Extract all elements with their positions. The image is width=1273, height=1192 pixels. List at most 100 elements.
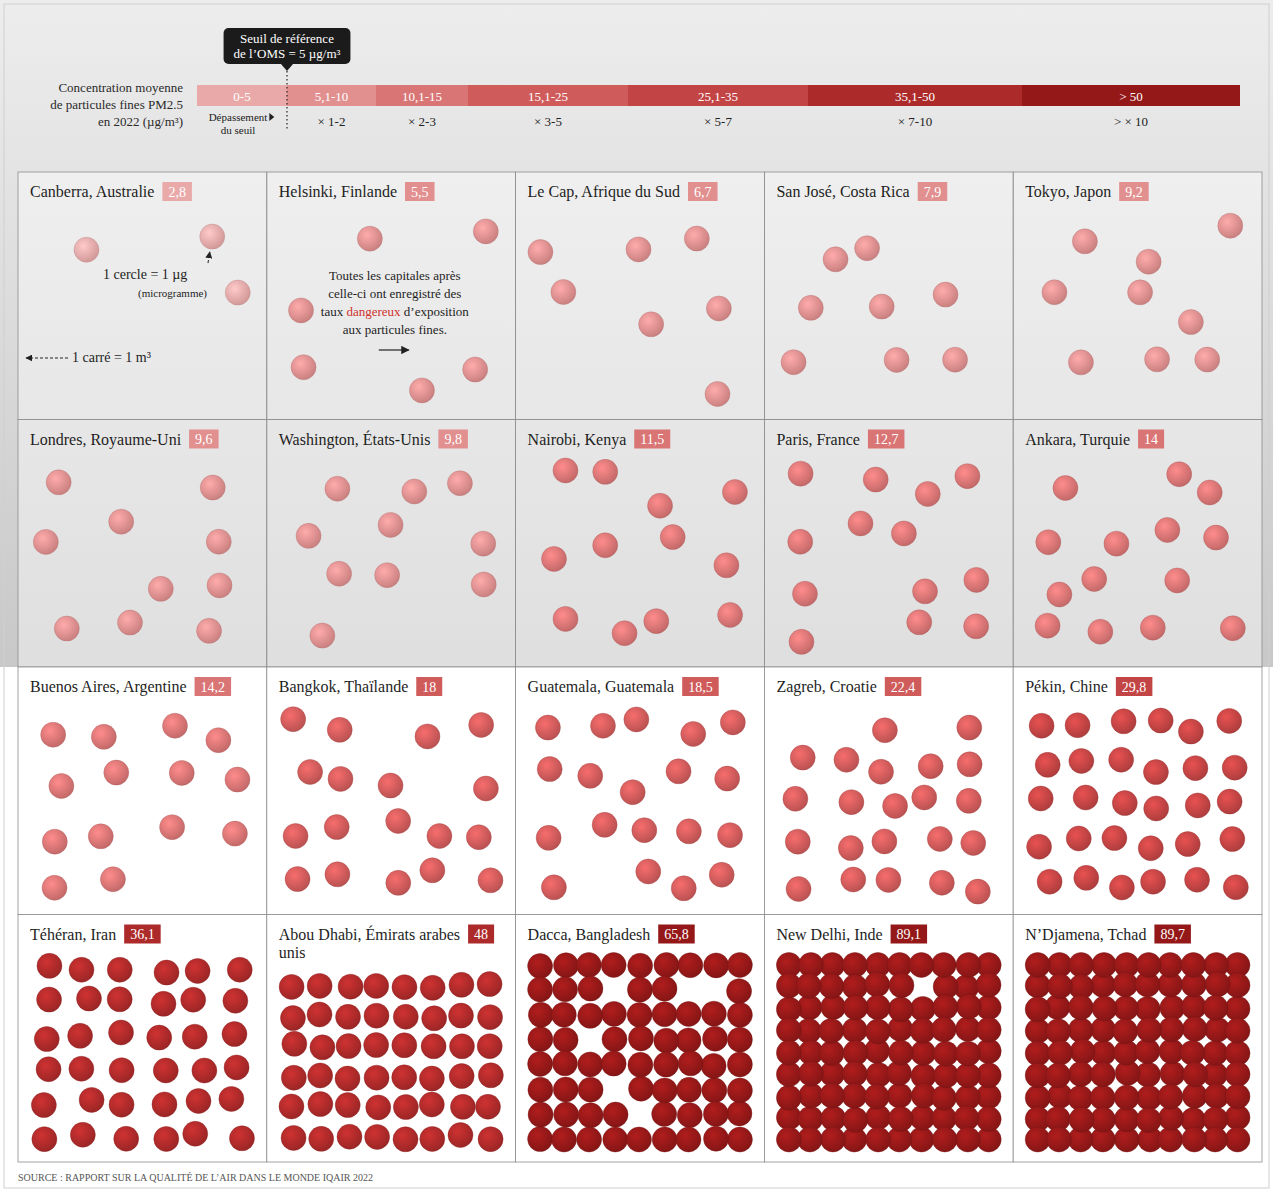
particle	[1225, 1084, 1250, 1109]
particle	[676, 819, 701, 844]
city-name: Pékin, Chine	[1025, 678, 1108, 695]
particle	[869, 759, 894, 784]
particle	[578, 763, 603, 788]
particle	[865, 1019, 890, 1044]
particle	[891, 521, 916, 546]
particle	[628, 1026, 653, 1051]
particle	[1160, 1061, 1185, 1086]
particle	[727, 1127, 752, 1152]
particle	[866, 1127, 891, 1152]
color-scale-segment	[1022, 85, 1240, 106]
particle	[652, 1102, 677, 1127]
particle	[931, 953, 956, 978]
particle	[553, 606, 578, 631]
particle	[701, 1053, 726, 1078]
annotation: Toutes les capitales aprèscelle-ci ont e…	[321, 268, 470, 350]
particle	[1090, 1085, 1115, 1110]
particle	[957, 752, 982, 777]
particle	[976, 1017, 1001, 1042]
particle	[296, 523, 321, 548]
particle	[553, 977, 578, 1002]
particle	[887, 1083, 912, 1108]
particle	[678, 1051, 703, 1076]
particle	[206, 728, 231, 753]
particle	[703, 1026, 728, 1051]
panel-border	[516, 667, 765, 915]
particle	[577, 1127, 602, 1152]
particle	[79, 1087, 104, 1112]
panel-border	[516, 915, 765, 1163]
particle	[554, 953, 579, 978]
particle	[627, 1002, 652, 1027]
particle	[1068, 1062, 1093, 1087]
particle	[603, 1102, 628, 1127]
particle	[471, 531, 496, 556]
particle	[528, 1051, 553, 1076]
particle	[1178, 719, 1203, 744]
value-badge	[189, 430, 219, 449]
particle	[41, 722, 66, 747]
particle	[227, 957, 252, 982]
particle	[185, 958, 210, 983]
panel-border	[516, 172, 765, 420]
particle	[1182, 1016, 1207, 1041]
particle	[386, 870, 411, 895]
particle	[727, 1027, 752, 1052]
particle	[666, 759, 691, 784]
particle	[1025, 997, 1050, 1022]
particle	[888, 997, 913, 1022]
value-label: 29,8	[1122, 680, 1147, 695]
value-label: 5,5	[411, 185, 429, 200]
particle	[1035, 613, 1060, 638]
panel-border	[764, 915, 1013, 1163]
particle	[1048, 1040, 1073, 1065]
particle	[910, 996, 935, 1021]
panel-border	[764, 420, 1013, 668]
particle	[929, 870, 954, 895]
particle	[720, 710, 745, 735]
particle	[601, 953, 626, 978]
particle	[449, 972, 474, 997]
panel: Canberra, Australie2,81 cercle = 1 µg(mi…	[18, 172, 267, 420]
value-badge	[416, 677, 442, 696]
particle	[392, 975, 417, 1000]
particle	[576, 953, 601, 978]
legend-title: Concentration moyennede particules fines…	[50, 80, 183, 129]
particle	[365, 1124, 390, 1149]
particle	[402, 479, 427, 504]
particle	[1159, 1017, 1184, 1042]
threshold-label: de l’OMS = 5 µg/m³	[234, 46, 341, 61]
particle	[420, 1126, 445, 1151]
particle	[1070, 1039, 1095, 1064]
particle	[602, 1027, 627, 1052]
particle	[592, 812, 617, 837]
particle	[776, 1127, 801, 1152]
particle	[114, 1126, 139, 1151]
value-badge	[438, 430, 468, 449]
particle	[590, 713, 615, 738]
particle	[727, 953, 752, 978]
value-label: 18	[422, 680, 436, 695]
particle	[1181, 953, 1206, 978]
value-badge	[405, 182, 435, 201]
particle	[660, 525, 685, 550]
particle	[652, 1127, 677, 1152]
particle	[327, 561, 352, 586]
particle	[727, 1002, 752, 1027]
particle	[884, 347, 909, 372]
particle	[1027, 834, 1052, 859]
particles	[783, 715, 990, 904]
city-name: Zagreb, Croatie	[776, 678, 876, 696]
particle	[310, 1035, 335, 1060]
annotation-text: (microgramme)	[138, 287, 207, 300]
particle	[335, 1066, 360, 1091]
panel: Zagreb, Croatie22,4	[764, 667, 1013, 915]
particle	[307, 973, 332, 998]
particle	[776, 1040, 801, 1065]
particle	[225, 767, 250, 792]
particle	[225, 280, 250, 305]
particle	[869, 294, 894, 319]
particle	[718, 602, 743, 627]
panel-background	[516, 915, 765, 1163]
particle	[1046, 1127, 1071, 1152]
